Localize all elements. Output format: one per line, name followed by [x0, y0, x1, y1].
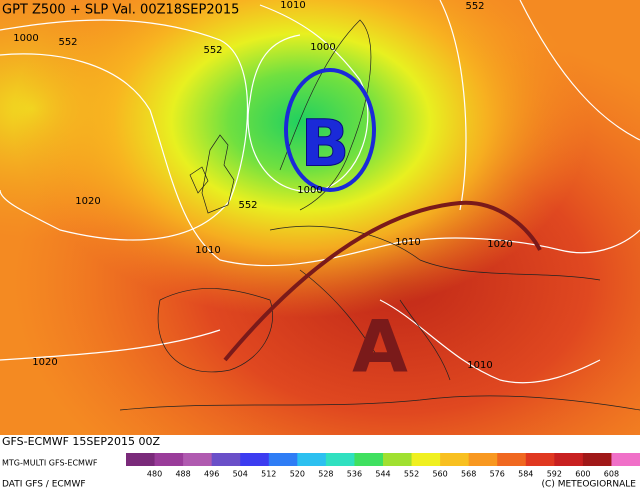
colorbar-tick-label: 584 [518, 470, 533, 479]
colorbar-segment [468, 453, 498, 466]
low-field [0, 0, 640, 435]
colorbar-tick-label: 576 [490, 470, 505, 479]
colorbar-tick-label: 520 [290, 470, 305, 479]
contour-label: 1010 [280, 0, 305, 11]
product: MTG-MULTI GFS-ECMWF [2, 459, 98, 468]
contour-label: 552 [203, 45, 222, 56]
colorbar-tick-label: 536 [347, 470, 362, 479]
colorbar-segment [354, 453, 384, 466]
colorbar-tick-label: 496 [204, 470, 219, 479]
high-label: A [352, 305, 408, 389]
map-labels: 1000 552 552 1000 1010 552 1020 552 1000 1010 1010… [13, 0, 512, 371]
colorbar-segment [183, 453, 213, 466]
colorbar-segment [611, 453, 640, 466]
contour-label: 1010 [195, 245, 220, 256]
colorbar-segment [240, 453, 270, 466]
colorbar-tick-label: 608 [604, 470, 619, 479]
colorbar-tick-label: 560 [432, 470, 447, 479]
contour-label: 1020 [32, 357, 57, 368]
colorbar-tick-label: 568 [461, 470, 476, 479]
map-title: GPT Z500 + SLP Val. 00Z18SEP2015 [2, 3, 239, 18]
colorbar-segment [297, 453, 327, 466]
copyright: (C) METEOGIORNALE [542, 480, 637, 490]
colorbar-tick-label: 504 [233, 470, 248, 479]
colorbar-segment [268, 453, 298, 466]
colorbar-segment [325, 453, 355, 466]
colorbar-tick-label: 592 [547, 470, 562, 479]
colorbar-segment [211, 453, 241, 466]
colorbar-segment [440, 453, 470, 466]
colorbar-segment [554, 453, 584, 466]
contour-label: 1010 [467, 360, 492, 371]
colorbar-tick-label: 488 [175, 470, 190, 479]
model-run: GFS-ECMWF 15SEP2015 00Z [2, 435, 160, 448]
contour-label: 1000 [13, 33, 38, 44]
contours [0, 0, 640, 384]
colorbar-segment [525, 453, 555, 466]
colorbar-tick-label: 544 [375, 470, 390, 479]
contour-label: 1020 [487, 239, 512, 250]
colorbar-tick-label: 512 [261, 470, 276, 479]
colorbar-segment [126, 453, 156, 466]
contour-label: 552 [465, 1, 484, 12]
colorbar-segment [411, 453, 441, 466]
colorbar: 480 488 496 504 512 520 528 536 544 552 560 568 576 5… [126, 453, 640, 479]
colorbar-segment [582, 453, 612, 466]
contour-label: 1000 [310, 42, 335, 53]
low-label: B [301, 108, 350, 182]
low-marker [284, 68, 376, 192]
colorbar-tick-label: 552 [404, 470, 419, 479]
colorbar-segment [497, 453, 527, 466]
colorbar-tick-label: 528 [318, 470, 333, 479]
colorbar-tick-label: 480 [147, 470, 162, 479]
contour-label: 552 [238, 200, 257, 211]
source: DATI GFS / ECMWF [2, 480, 86, 490]
jet-arc [223, 200, 542, 362]
colorbar-segment [383, 453, 413, 466]
colorbar-segment [154, 453, 184, 466]
contour-label: 1000 [297, 185, 322, 196]
contour-label: 1010 [395, 237, 420, 248]
colorbar-tick-label: 600 [575, 470, 590, 479]
coastlines [119, 19, 640, 411]
contour-label: 1020 [75, 196, 100, 207]
contour-label: 552 [58, 37, 77, 48]
